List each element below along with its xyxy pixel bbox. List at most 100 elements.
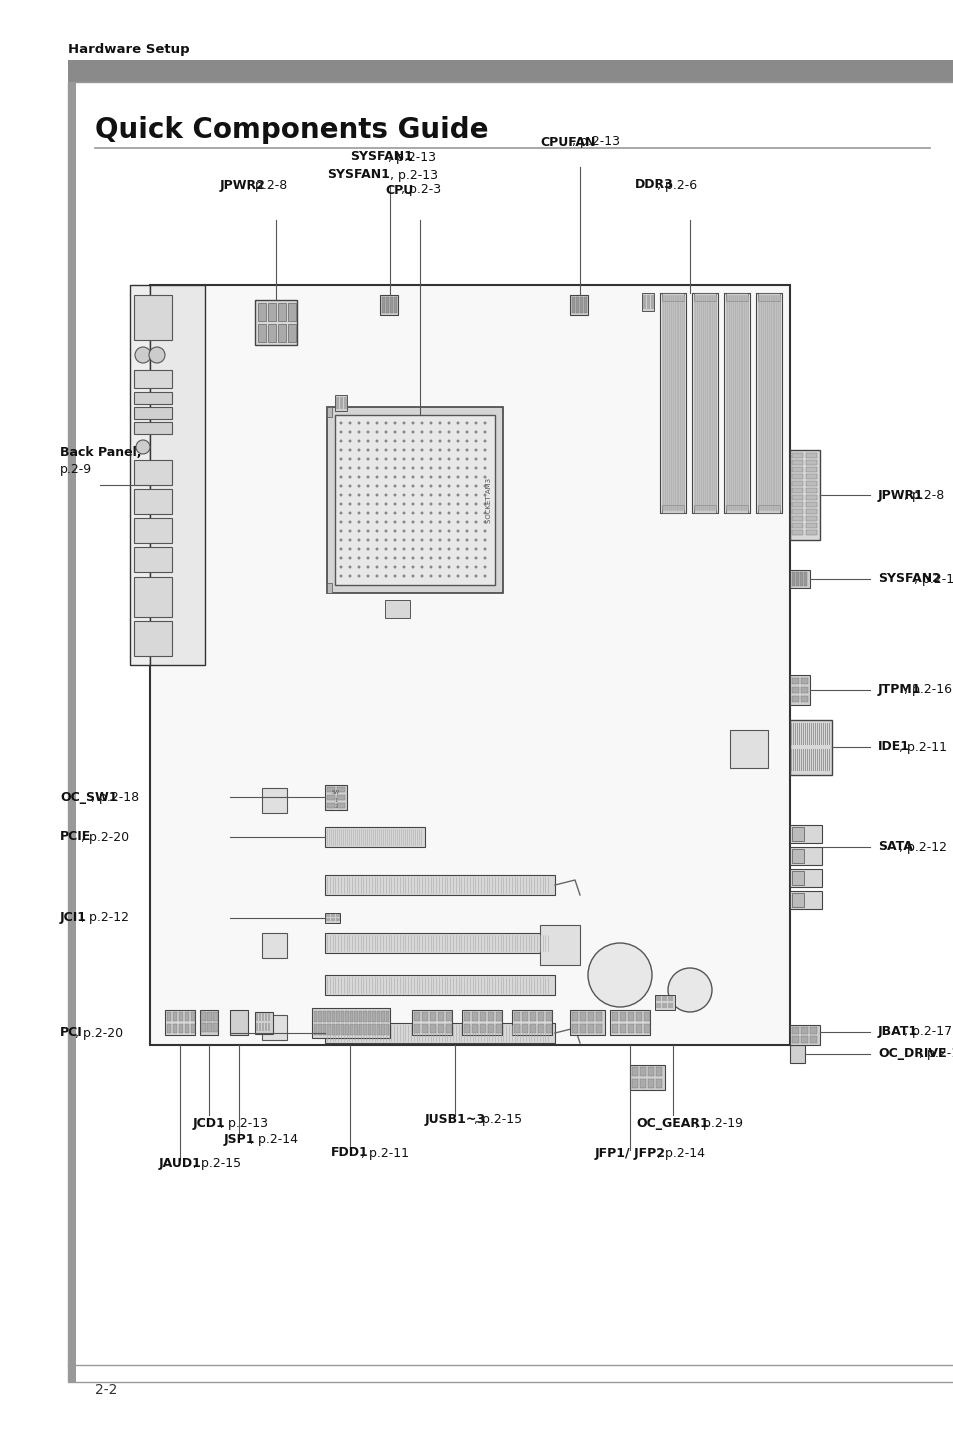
Circle shape (483, 520, 486, 524)
Bar (579, 1012, 585, 1021)
Circle shape (456, 467, 459, 470)
Bar (791, 1035, 799, 1042)
Bar (386, 1024, 389, 1035)
Circle shape (366, 484, 369, 487)
Circle shape (348, 484, 351, 487)
Circle shape (393, 574, 396, 577)
Bar (201, 1012, 206, 1021)
Bar (791, 894, 803, 906)
Bar (376, 1011, 380, 1022)
Bar (530, 1012, 536, 1021)
Text: , p.2-15: , p.2-15 (193, 1157, 241, 1170)
Circle shape (339, 557, 342, 560)
Circle shape (438, 457, 441, 461)
Circle shape (375, 511, 378, 514)
Bar (340, 1024, 344, 1035)
Circle shape (483, 484, 486, 487)
Circle shape (483, 421, 486, 424)
Text: SW: SW (332, 790, 339, 796)
Bar (723, 294, 749, 513)
Bar (479, 1012, 485, 1021)
Bar (207, 1012, 212, 1021)
Bar (185, 1012, 189, 1021)
Text: JFP1/ JFP2: JFP1/ JFP2 (594, 1147, 665, 1160)
Circle shape (456, 547, 459, 550)
Circle shape (438, 440, 441, 442)
Bar (277, 324, 286, 342)
Bar (627, 1024, 634, 1032)
Bar (268, 324, 275, 342)
Bar (818, 749, 820, 770)
Circle shape (411, 457, 414, 461)
Circle shape (447, 547, 450, 550)
Circle shape (366, 448, 369, 451)
Circle shape (402, 457, 405, 461)
Bar (803, 571, 806, 586)
Circle shape (411, 520, 414, 524)
Bar (254, 1012, 273, 1034)
Bar (191, 1024, 194, 1032)
Text: , p.2-8: , p.2-8 (247, 179, 287, 192)
Circle shape (411, 467, 414, 470)
Circle shape (402, 494, 405, 497)
Bar (257, 304, 266, 321)
Circle shape (149, 347, 165, 362)
Bar (463, 1012, 470, 1021)
Bar (789, 1025, 820, 1045)
Circle shape (402, 421, 405, 424)
Bar (572, 296, 575, 314)
Text: , p.2-19: , p.2-19 (918, 1047, 953, 1061)
Circle shape (411, 475, 414, 478)
Circle shape (429, 440, 432, 442)
Bar (656, 1067, 661, 1075)
Text: OC_GEAR1: OC_GEAR1 (636, 1117, 709, 1130)
Bar (133, 577, 172, 617)
Circle shape (402, 431, 405, 434)
Circle shape (447, 503, 450, 505)
Bar (327, 583, 332, 593)
Circle shape (456, 457, 459, 461)
Circle shape (465, 457, 468, 461)
Bar (791, 508, 802, 514)
Circle shape (384, 538, 387, 541)
Circle shape (375, 431, 378, 434)
Circle shape (474, 574, 477, 577)
Bar (335, 918, 339, 921)
Circle shape (357, 421, 360, 424)
Bar (809, 1027, 816, 1034)
Bar (802, 749, 803, 770)
Bar (792, 749, 794, 770)
Bar (818, 723, 820, 745)
Bar (796, 749, 798, 770)
Circle shape (384, 467, 387, 470)
Circle shape (438, 574, 441, 577)
Bar (800, 571, 802, 586)
Text: Quick Components Guide: Quick Components Guide (95, 116, 488, 145)
Bar (816, 749, 818, 770)
Circle shape (429, 475, 432, 478)
Bar (791, 696, 799, 702)
Circle shape (339, 431, 342, 434)
Circle shape (339, 475, 342, 478)
Bar (789, 450, 820, 540)
Circle shape (393, 448, 396, 451)
Circle shape (393, 494, 396, 497)
Circle shape (366, 538, 369, 541)
Bar (363, 1024, 367, 1035)
Bar (386, 296, 389, 314)
Circle shape (357, 538, 360, 541)
Bar (814, 749, 816, 770)
Circle shape (357, 503, 360, 505)
Bar (514, 1024, 519, 1032)
Bar (446, 1012, 452, 1021)
Circle shape (411, 494, 414, 497)
Circle shape (393, 566, 396, 569)
Circle shape (465, 467, 468, 470)
Circle shape (348, 475, 351, 478)
Text: Hardware Setup: Hardware Setup (68, 43, 190, 56)
Circle shape (384, 440, 387, 442)
Circle shape (393, 484, 396, 487)
Circle shape (135, 347, 151, 362)
Text: OC_DRIVE: OC_DRIVE (877, 1047, 945, 1061)
Bar (327, 803, 335, 808)
